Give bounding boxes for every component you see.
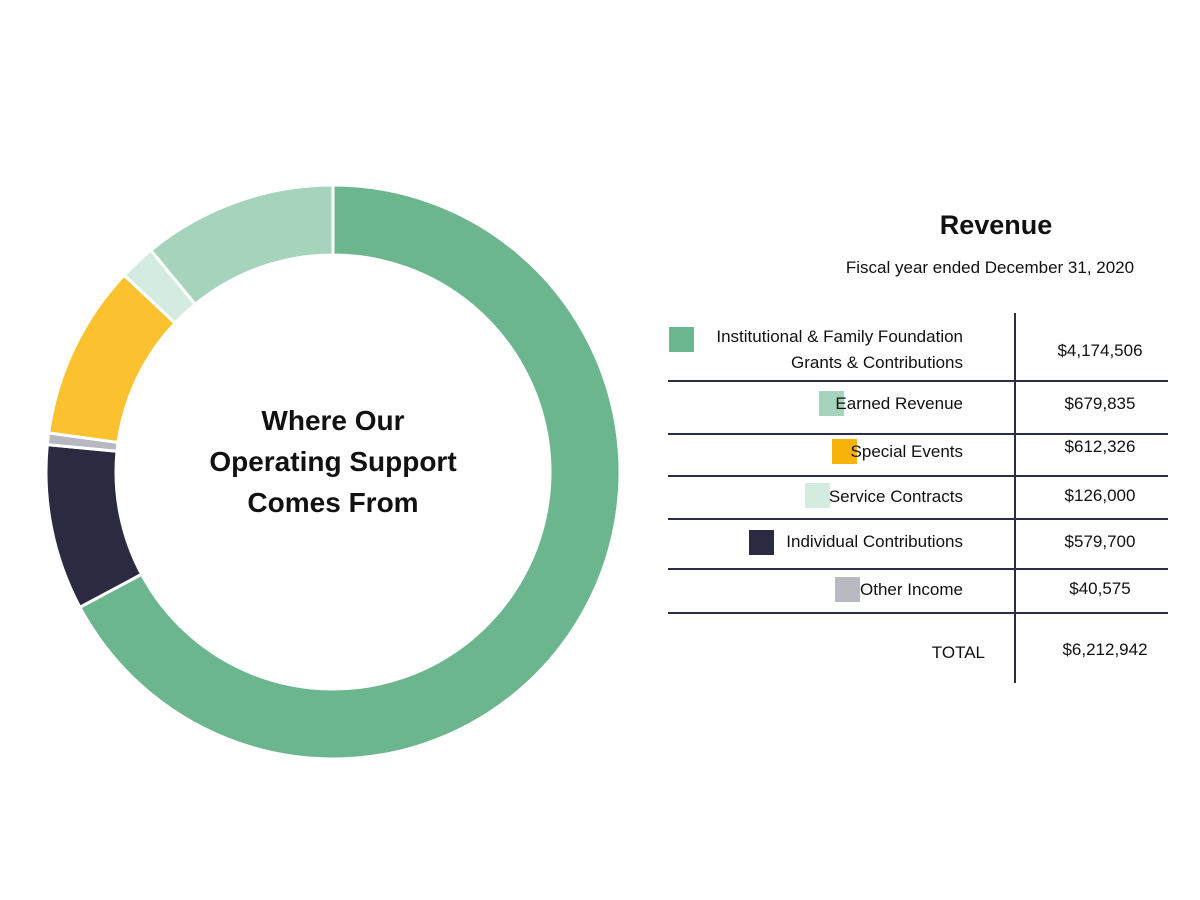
legend-swatch-individual-contributions bbox=[749, 530, 774, 555]
total-value: $6,212,942 bbox=[1062, 640, 1148, 659]
row-divider bbox=[668, 433, 1168, 435]
table-row: Service Contracts $126,000 bbox=[668, 482, 1168, 518]
revenue-subtitle: Fiscal year ended December 31, 2020 bbox=[845, 258, 1135, 277]
table-row: Other Income $40,575 bbox=[668, 575, 1168, 613]
legend-swatch-other-income bbox=[835, 577, 860, 602]
row-value: $679,835 bbox=[1064, 394, 1136, 413]
row-divider bbox=[668, 518, 1168, 520]
donut-chart bbox=[44, 183, 622, 761]
total-row: TOTAL $6,212,942 bbox=[668, 638, 1168, 668]
row-label: Other Income bbox=[860, 580, 963, 599]
revenue-title: Revenue bbox=[939, 210, 1053, 240]
legend-swatch-earned-revenue bbox=[819, 391, 844, 416]
row-label: Earned Revenue bbox=[835, 394, 963, 413]
row-label: Individual Contributions bbox=[786, 532, 963, 551]
row-label: Institutional & Family Foundation Grants… bbox=[716, 324, 963, 376]
table-column-divider bbox=[1014, 313, 1016, 683]
donut-slice-earned-revenue bbox=[148, 183, 335, 307]
row-divider bbox=[668, 612, 1168, 614]
center-title-line-2: Operating Support bbox=[209, 446, 457, 477]
row-divider bbox=[668, 380, 1168, 382]
row-value: $4,174,506 bbox=[1057, 341, 1143, 360]
donut-slice-institutional-family-foundation-grants-contributions bbox=[77, 183, 622, 761]
chart-center-title: Where Our Operating Support Comes From bbox=[183, 400, 483, 523]
row-value: $40,575 bbox=[1069, 579, 1131, 598]
row-value: $579,700 bbox=[1064, 532, 1136, 551]
center-title-line-3: Comes From bbox=[247, 487, 419, 518]
table-row: Institutional & Family Foundation Grants… bbox=[668, 322, 1168, 380]
row-label-line-2: Grants & Contributions bbox=[791, 353, 963, 372]
table-row: Earned Revenue $679,835 bbox=[668, 390, 1168, 430]
table-row: Individual Contributions $579,700 bbox=[668, 528, 1168, 568]
legend-swatch-institutional bbox=[669, 327, 694, 352]
legend-swatch-special-events bbox=[832, 439, 857, 464]
row-value: $612,326 bbox=[1064, 437, 1136, 456]
legend-swatch-service-contracts bbox=[805, 483, 830, 508]
row-label-line-1: Institutional & Family Foundation bbox=[716, 327, 963, 346]
row-divider bbox=[668, 475, 1168, 477]
table-row: Special Events $612,326 bbox=[668, 437, 1168, 475]
row-label: Special Events bbox=[850, 442, 963, 461]
row-value: $126,000 bbox=[1064, 486, 1136, 505]
center-title-line-1: Where Our bbox=[261, 405, 405, 436]
row-label: Service Contracts bbox=[828, 487, 963, 506]
total-label: TOTAL bbox=[931, 643, 985, 662]
row-divider bbox=[668, 568, 1168, 570]
